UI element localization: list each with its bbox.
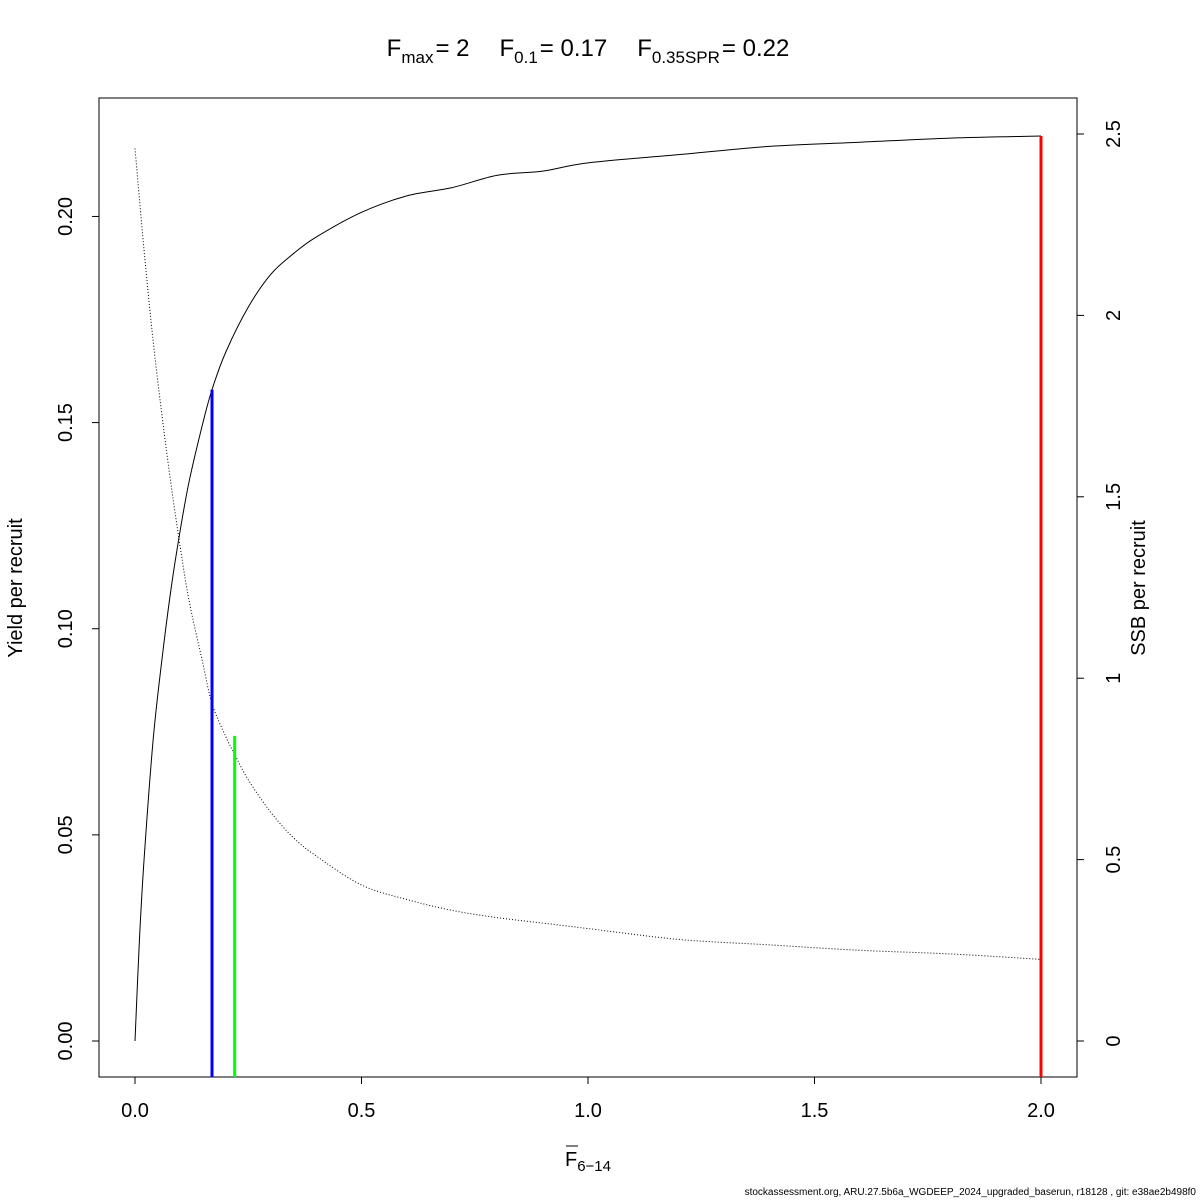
x-axis: 0.0 0.5 1.0 1.5 2.0 [121,1076,1055,1122]
x-axis-label: F6−14 [565,1145,611,1175]
y-tick-label: 0.10 [55,609,77,648]
x-label-symbol: F [565,1149,577,1171]
y2-tick-label: 0 [1103,1035,1125,1046]
x-tick-label: 1.5 [801,1100,829,1122]
title-subscript: 0.1 [514,48,538,67]
title-value: = 0.17 [540,35,607,62]
y2-tick-label: 2.5 [1103,120,1125,148]
y2-tick-label: 1 [1103,673,1125,684]
x-tick-label: 1.0 [574,1100,602,1122]
title-value: = 2 [435,35,469,62]
title-symbol: F [637,35,652,62]
y-tick-label: 0.00 [55,1022,77,1061]
y-tick-label: 0.20 [55,197,77,236]
y-axis-label: Yield per recruit [5,518,27,658]
chart-title: Fmax= 2 F0.1= 0.17 F0.35SPR= 0.22 [387,35,790,67]
y2-tick-label: 1.5 [1103,483,1125,511]
title-subscript: max [401,48,434,67]
yield-per-recruit-line [134,135,1042,1042]
x-label-subscript: 6−14 [577,1158,611,1175]
y-axis-left: 0.00 0.05 0.10 0.15 0.20 [55,197,100,1061]
y-axis-right: 0 0.5 1 1.5 2 2.5 [1076,120,1125,1047]
footer-text: stockassessment.org, ARU.27.5b6a_WGDEEP_… [744,1187,1196,1198]
x-tick-label: 0.5 [348,1100,376,1122]
reference-lines [210,136,1043,1077]
plot-frame [98,97,1078,1078]
y2-tick-label: 2 [1103,310,1125,321]
x-label-text: F6−14 [565,1149,611,1175]
title-symbol: F [387,35,402,62]
title-text: Fmax= 2 F0.1= 0.17 F0.35SPR= 0.22 [387,35,790,67]
y2-axis-label: SSB per recruit [1128,520,1150,656]
series-group [134,135,1042,1042]
y-tick-label: 0.05 [55,815,77,854]
y2-tick-label: 0.5 [1103,846,1125,874]
title-value: = 0.22 [722,35,789,62]
ssb-per-recruit-line [134,148,1042,960]
x-tick-label: 2.0 [1027,1100,1055,1122]
title-subscript: 0.35SPR [652,48,720,67]
y-tick-label: 0.15 [55,403,77,442]
x-tick-label: 0.0 [121,1100,149,1122]
title-symbol: F [499,35,514,62]
